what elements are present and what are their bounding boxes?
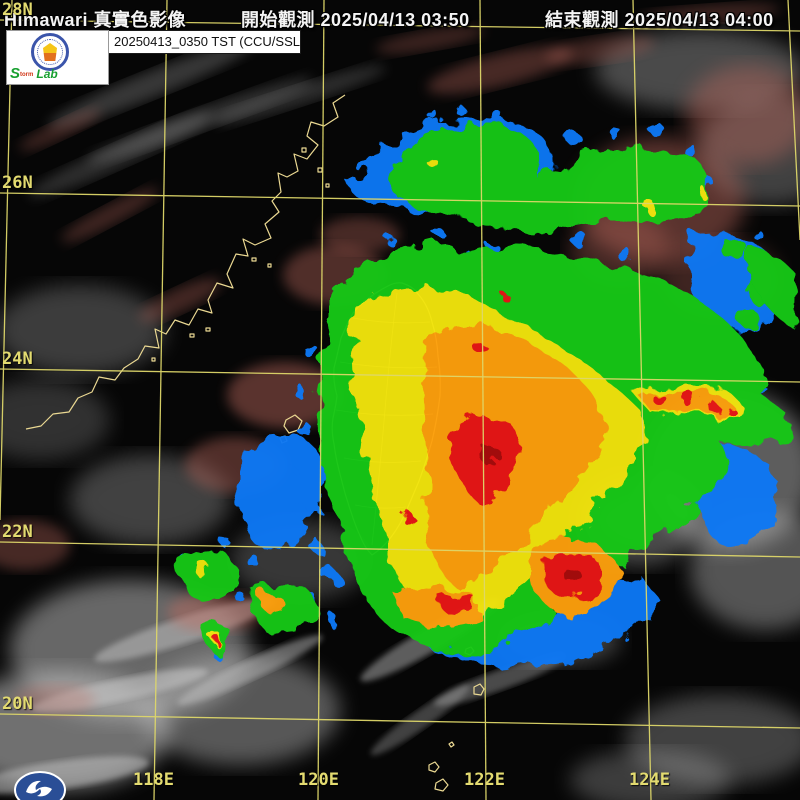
cwa-swirl-glyph — [26, 780, 52, 797]
parallel-24n — [0, 368, 800, 383]
batanes-islands — [428, 741, 455, 792]
lon-label-120e: 120E — [298, 770, 339, 790]
lat-label-20n: 20N — [2, 694, 33, 714]
cwa-logo — [14, 771, 66, 800]
meridian-118e — [153, 0, 168, 800]
storm-lab-small-text: torm — [20, 72, 34, 78]
parallel-28n — [0, 19, 800, 32]
parallel-20n — [0, 713, 800, 729]
meridian-124e — [632, 0, 652, 800]
meridian-122e — [479, 0, 487, 800]
meridian-120e — [317, 0, 325, 800]
radar-red — [214, 296, 734, 645]
lat-label-22n: 22N — [2, 522, 33, 542]
storm-lab-logo-box: Storm Lab — [6, 30, 109, 85]
meridian-126e — [787, 0, 800, 241]
storm-lab-wordmark: Storm Lab — [10, 65, 58, 83]
obs-start-label: 開始觀測 2025/04/13 03:50 — [241, 10, 470, 30]
parallel-26n — [0, 192, 800, 207]
lon-label-118e: 118E — [133, 770, 174, 790]
china-coastline — [25, 94, 346, 430]
lon-label-124e: 124E — [629, 770, 670, 790]
product-info-box: 20250413_0350 TST (CCU/SSL TC+Rad) — [108, 30, 301, 54]
lat-label-26n: 26N — [2, 173, 33, 193]
meridian-116e — [0, 0, 13, 521]
parallel-22n — [0, 541, 800, 558]
lat-label-28n: 28N — [2, 0, 33, 20]
lon-label-122e: 122E — [464, 770, 505, 790]
radar-dark-red — [480, 445, 580, 583]
obs-end-label: 結束觀測 2025/04/13 04:00 — [545, 10, 774, 30]
product-title: Himawari 真實色影像 — [4, 10, 187, 30]
ccu-university-seal-icon — [31, 33, 69, 71]
orchid-island — [473, 683, 485, 696]
lat-label-24n: 24N — [2, 349, 33, 369]
storm-lab-initial: S — [10, 65, 21, 82]
storm-lab-lab-text: Lab — [36, 67, 58, 81]
seal-center-emblem — [43, 43, 57, 61]
seal-inner-ring — [37, 39, 63, 65]
